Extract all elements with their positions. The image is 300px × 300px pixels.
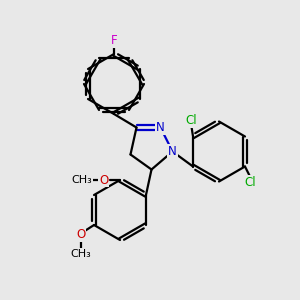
Text: F: F — [111, 34, 117, 47]
Text: N: N — [156, 121, 165, 134]
Text: Cl: Cl — [244, 176, 256, 189]
Text: CH₃: CH₃ — [70, 249, 91, 259]
Text: O: O — [76, 228, 85, 241]
Text: Cl: Cl — [186, 114, 197, 128]
Text: N: N — [168, 145, 177, 158]
Text: CH₃: CH₃ — [71, 175, 92, 185]
Text: O: O — [99, 173, 108, 187]
